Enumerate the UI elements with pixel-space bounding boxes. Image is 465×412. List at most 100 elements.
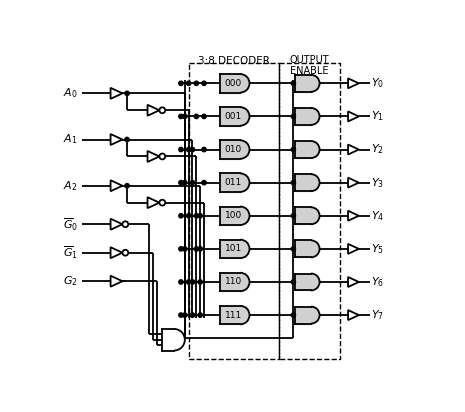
Circle shape	[198, 280, 202, 284]
Text: OUTPUT
ENABLE: OUTPUT ENABLE	[290, 55, 329, 77]
Wedge shape	[240, 273, 250, 291]
Circle shape	[202, 180, 206, 185]
Bar	[220, 206, 240, 225]
Text: $Y_5$: $Y_5$	[371, 242, 384, 256]
Circle shape	[198, 247, 202, 251]
Circle shape	[183, 180, 187, 185]
Circle shape	[179, 247, 183, 251]
Text: $Y_3$: $Y_3$	[371, 176, 384, 190]
Circle shape	[194, 247, 199, 251]
Wedge shape	[311, 108, 319, 125]
Bar	[220, 273, 240, 291]
Circle shape	[179, 81, 183, 85]
Circle shape	[291, 180, 296, 185]
Circle shape	[291, 81, 296, 85]
Text: $Y_1$: $Y_1$	[371, 110, 384, 123]
Text: 110: 110	[225, 277, 242, 286]
Text: $\overline{G}_0$: $\overline{G}_0$	[63, 216, 78, 232]
Circle shape	[179, 313, 183, 317]
Text: 001: 001	[225, 112, 242, 121]
Circle shape	[183, 313, 187, 317]
Circle shape	[194, 81, 199, 85]
Text: $A_1$: $A_1$	[63, 133, 78, 146]
Bar	[295, 274, 311, 290]
Wedge shape	[240, 107, 250, 126]
Bar	[295, 141, 311, 158]
Wedge shape	[240, 74, 250, 93]
Circle shape	[202, 147, 206, 152]
Bar	[295, 75, 311, 92]
Bar	[295, 108, 311, 125]
Circle shape	[183, 247, 187, 251]
Circle shape	[291, 280, 296, 284]
Circle shape	[291, 213, 296, 218]
Wedge shape	[311, 207, 319, 224]
Circle shape	[125, 91, 129, 96]
Circle shape	[179, 213, 183, 218]
Text: 011: 011	[225, 178, 242, 187]
Circle shape	[202, 81, 206, 85]
Bar	[295, 174, 311, 191]
Circle shape	[183, 114, 187, 119]
Circle shape	[125, 137, 129, 142]
Text: $A_0$: $A_0$	[63, 87, 78, 100]
Wedge shape	[174, 329, 185, 351]
Text: $Y_0$: $Y_0$	[371, 76, 384, 90]
Circle shape	[198, 213, 202, 218]
Circle shape	[186, 213, 191, 218]
Text: $G_2$: $G_2$	[63, 274, 78, 288]
Wedge shape	[311, 141, 319, 158]
Circle shape	[179, 147, 183, 152]
Wedge shape	[311, 75, 319, 92]
Circle shape	[186, 147, 191, 152]
Circle shape	[179, 114, 183, 119]
Bar	[220, 74, 240, 93]
Circle shape	[291, 114, 296, 119]
Text: $Y_7$: $Y_7$	[371, 308, 384, 322]
Circle shape	[194, 213, 199, 218]
Circle shape	[190, 313, 195, 317]
Text: 000: 000	[225, 79, 242, 88]
Circle shape	[190, 180, 195, 185]
Wedge shape	[240, 140, 250, 159]
Circle shape	[186, 81, 191, 85]
Wedge shape	[240, 173, 250, 192]
Bar	[295, 307, 311, 323]
Text: 3:8 DECODER: 3:8 DECODER	[198, 56, 270, 66]
Wedge shape	[240, 306, 250, 324]
Text: $Y_2$: $Y_2$	[371, 143, 384, 157]
Bar	[295, 240, 311, 258]
Wedge shape	[311, 274, 319, 290]
Wedge shape	[240, 206, 250, 225]
Text: 111: 111	[225, 311, 242, 320]
Circle shape	[190, 147, 195, 152]
Wedge shape	[311, 307, 319, 323]
Text: 101: 101	[225, 244, 242, 253]
Wedge shape	[311, 240, 319, 258]
Circle shape	[291, 247, 296, 251]
Circle shape	[179, 180, 183, 185]
Bar	[220, 107, 240, 126]
Bar	[220, 140, 240, 159]
Text: 100: 100	[225, 211, 242, 220]
Bar	[220, 173, 240, 192]
Text: $\overline{G}_1$: $\overline{G}_1$	[63, 244, 78, 261]
Text: $A_2$: $A_2$	[63, 179, 78, 193]
Bar	[220, 306, 240, 324]
Text: $Y_6$: $Y_6$	[371, 275, 384, 289]
Circle shape	[291, 313, 296, 317]
Text: $Y_4$: $Y_4$	[371, 209, 385, 222]
Bar	[295, 207, 311, 224]
Circle shape	[291, 147, 296, 152]
Circle shape	[198, 313, 202, 317]
Wedge shape	[240, 240, 250, 258]
Circle shape	[125, 184, 129, 188]
Circle shape	[179, 280, 183, 284]
Bar	[162, 329, 174, 351]
Circle shape	[202, 114, 206, 119]
Wedge shape	[311, 174, 319, 191]
Circle shape	[190, 280, 195, 284]
Bar	[220, 240, 240, 258]
Text: 010: 010	[225, 145, 242, 154]
Circle shape	[194, 114, 199, 119]
